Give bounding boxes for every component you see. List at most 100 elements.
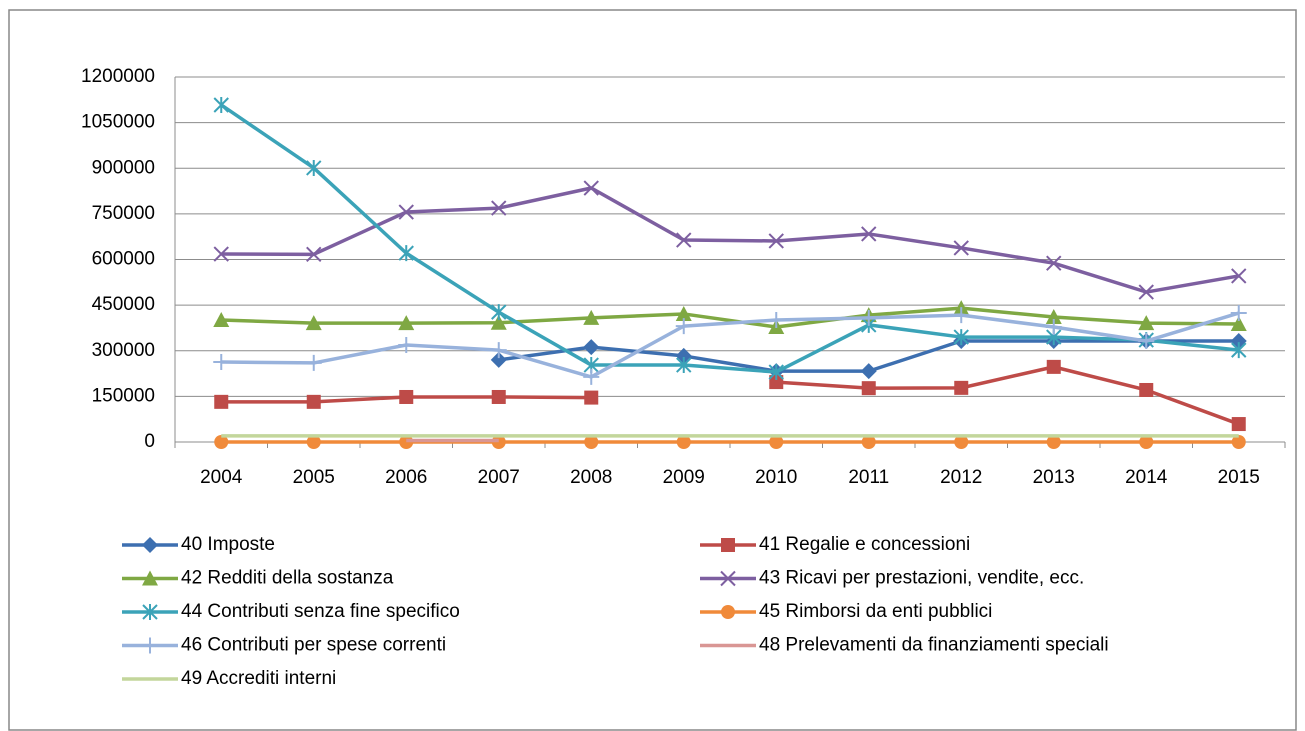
legend-label: 49 Accrediti interni bbox=[181, 668, 336, 689]
data-point bbox=[306, 394, 321, 409]
y-tick-label: 450000 bbox=[92, 294, 155, 315]
x-tick-label: 2010 bbox=[755, 467, 797, 488]
series-line bbox=[221, 306, 1239, 329]
data-point bbox=[491, 389, 506, 404]
data-point bbox=[861, 226, 877, 242]
legend-label: 44 Contributi senza fine specifico bbox=[181, 601, 460, 622]
legend-label: 46 Contributi per spese correnti bbox=[181, 635, 446, 656]
legend-label: 41 Regalie e concessioni bbox=[759, 534, 970, 555]
legend-marker bbox=[142, 570, 158, 586]
data-point bbox=[1139, 435, 1154, 449]
chart-frame bbox=[8, 9, 1297, 731]
data-point bbox=[306, 435, 321, 449]
data-point bbox=[768, 233, 784, 249]
data-point bbox=[491, 304, 507, 321]
x-tick-label: 2004 bbox=[200, 467, 243, 488]
x-tick-label: 2014 bbox=[1125, 467, 1168, 488]
legend-marker bbox=[720, 570, 736, 587]
legend-label: 40 Imposte bbox=[181, 534, 275, 555]
data-point bbox=[1138, 284, 1154, 300]
data-point bbox=[306, 159, 322, 176]
y-tick-label: 900000 bbox=[92, 157, 155, 178]
data-point bbox=[675, 305, 692, 321]
data-point bbox=[1045, 308, 1062, 324]
y-tick-label: 300000 bbox=[92, 340, 155, 361]
data-point bbox=[1231, 435, 1246, 449]
data-point bbox=[1231, 268, 1247, 284]
data-point bbox=[214, 435, 229, 449]
data-point bbox=[399, 389, 414, 404]
data-point bbox=[398, 245, 414, 262]
data-point bbox=[676, 232, 692, 248]
data-point bbox=[1231, 342, 1247, 359]
data-point bbox=[491, 200, 507, 216]
x-tick-label: 2013 bbox=[1033, 467, 1075, 488]
y-tick-label: 600000 bbox=[92, 249, 155, 270]
data-point bbox=[1230, 315, 1247, 331]
data-point bbox=[953, 329, 969, 346]
y-tick-label: 1200000 bbox=[81, 66, 155, 87]
data-point bbox=[213, 246, 229, 262]
legend-label: 45 Rimborsi da enti pubblici bbox=[759, 601, 992, 622]
legend-label: 42 Redditi della sostanza bbox=[181, 568, 394, 589]
data-point bbox=[1139, 382, 1154, 397]
series-line bbox=[221, 311, 1240, 379]
data-point bbox=[213, 354, 230, 371]
data-point bbox=[583, 180, 599, 196]
data-point bbox=[583, 368, 600, 385]
legend-marker bbox=[142, 637, 158, 654]
series-line bbox=[220, 103, 1239, 374]
data-point bbox=[583, 309, 600, 325]
data-point bbox=[769, 435, 784, 449]
legend-marker bbox=[721, 605, 735, 619]
series-line bbox=[221, 186, 1240, 294]
x-tick-label: 2008 bbox=[570, 467, 612, 488]
x-tick-label: 2006 bbox=[385, 467, 427, 488]
y-tick-label: 750000 bbox=[92, 203, 155, 224]
data-point bbox=[1046, 359, 1061, 374]
x-tick-label: 2015 bbox=[1218, 467, 1260, 488]
data-point bbox=[953, 307, 970, 324]
data-point bbox=[398, 336, 415, 353]
legend-label: 48 Prelevamenti da finanziamenti special… bbox=[759, 635, 1109, 656]
data-point bbox=[306, 246, 322, 263]
data-point bbox=[861, 381, 876, 396]
data-point bbox=[953, 240, 969, 256]
data-point bbox=[675, 318, 692, 335]
data-point bbox=[1045, 319, 1062, 336]
data-point bbox=[214, 394, 229, 409]
legend-marker bbox=[142, 537, 158, 553]
data-point bbox=[768, 364, 784, 381]
x-tick-label: 2005 bbox=[293, 467, 335, 488]
data-point bbox=[768, 312, 785, 329]
data-point bbox=[769, 375, 784, 390]
data-point bbox=[1231, 417, 1246, 432]
y-tick-label: 0 bbox=[144, 431, 155, 452]
x-tick-label: 2007 bbox=[478, 467, 520, 488]
data-point bbox=[860, 309, 877, 326]
data-point bbox=[1230, 305, 1247, 322]
data-point bbox=[583, 339, 600, 356]
y-tick-label: 1050000 bbox=[81, 112, 155, 133]
x-tick-label: 2009 bbox=[663, 467, 705, 488]
data-point bbox=[490, 351, 507, 368]
data-point bbox=[584, 390, 599, 405]
legend-label: 43 Ricavi per prestazioni, vendite, ecc. bbox=[759, 568, 1084, 589]
data-point bbox=[398, 315, 415, 331]
data-point bbox=[398, 204, 414, 220]
y-tick-label: 150000 bbox=[92, 385, 155, 406]
data-point bbox=[213, 96, 229, 113]
x-tick-label: 2011 bbox=[848, 467, 889, 488]
data-point bbox=[861, 435, 876, 449]
data-point bbox=[676, 357, 692, 374]
data-point bbox=[1138, 333, 1155, 350]
data-point bbox=[676, 435, 691, 449]
data-point bbox=[305, 354, 322, 371]
data-point bbox=[954, 380, 969, 395]
data-point bbox=[584, 435, 599, 449]
data-point bbox=[1138, 315, 1155, 331]
legend-marker bbox=[142, 604, 158, 620]
data-point bbox=[213, 312, 230, 328]
